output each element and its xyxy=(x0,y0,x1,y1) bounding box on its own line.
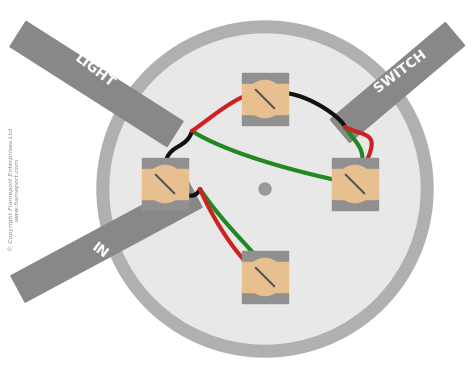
Circle shape xyxy=(337,166,374,202)
Circle shape xyxy=(97,21,433,357)
Circle shape xyxy=(259,183,271,195)
Text: © Copyright Flameport Enterprises Ltd
www.flameport.com: © Copyright Flameport Enterprises Ltd ww… xyxy=(8,128,20,251)
Text: LIGHT: LIGHT xyxy=(72,51,118,91)
Bar xyxy=(142,198,188,210)
Text: SWITCH: SWITCH xyxy=(371,47,429,95)
Bar xyxy=(142,170,188,198)
Bar xyxy=(242,251,288,263)
Circle shape xyxy=(146,166,183,202)
Circle shape xyxy=(246,259,283,295)
Bar xyxy=(332,170,378,198)
Bar xyxy=(242,263,288,292)
Bar xyxy=(332,198,378,210)
Bar xyxy=(242,73,288,84)
Bar xyxy=(11,181,202,302)
Circle shape xyxy=(110,34,420,344)
Text: IN: IN xyxy=(89,240,111,262)
Bar xyxy=(242,114,288,125)
Bar xyxy=(242,84,288,114)
Bar xyxy=(142,158,188,170)
Circle shape xyxy=(246,81,283,117)
Bar xyxy=(330,23,465,142)
Bar xyxy=(10,21,183,147)
Bar xyxy=(242,292,288,303)
Bar xyxy=(332,158,378,170)
